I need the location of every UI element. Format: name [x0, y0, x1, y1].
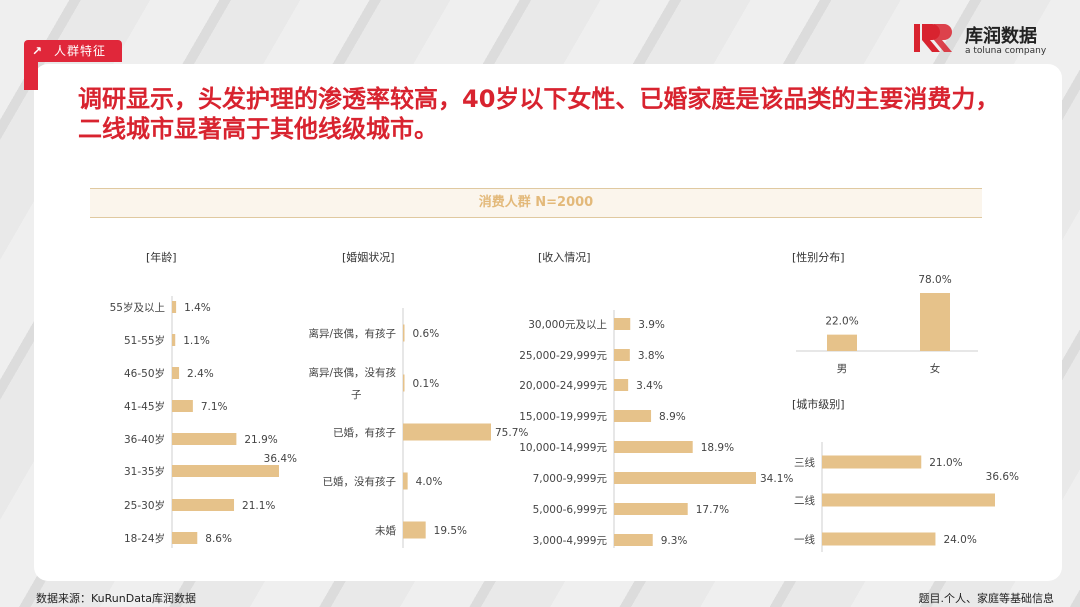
city-bar [822, 532, 936, 546]
age-value-label: 21.1% [242, 500, 275, 512]
marital-value-label: 0.6% [413, 328, 440, 340]
age-value-label: 36.4% [264, 453, 297, 465]
income-value-label: 3.4% [636, 380, 663, 392]
income-value-label: 3.9% [638, 319, 665, 331]
marital-category-label: 未婚 [375, 524, 396, 537]
gender-category-label: 男 [837, 363, 848, 375]
income-value-label: 8.9% [659, 411, 686, 423]
marital-bar [403, 324, 405, 342]
section-tag-label: 人群特征 [54, 44, 107, 58]
age-category-label: 36-40岁 [124, 433, 165, 446]
age-category-label: 18-24岁 [124, 532, 165, 545]
marital-bar [403, 472, 408, 490]
income-bar [614, 534, 653, 546]
income-category-label: 7,000-9,999元 [533, 473, 608, 485]
age-category-label: 25-30岁 [124, 499, 165, 512]
income-chart-title: [收入情况] [538, 251, 591, 264]
data-source: 数据来源：KuRunData库润数据 [36, 592, 196, 605]
income-bar [614, 410, 652, 422]
city-value-label: 36.6% [986, 471, 1019, 483]
arrow-up-right-icon: ↗ [32, 44, 43, 58]
city-category-label: 一线 [794, 533, 815, 546]
brand-subtitle: a toluna company [965, 46, 1047, 56]
income-category-label: 30,000元及以上 [528, 319, 607, 331]
age-bar [172, 433, 237, 445]
income-value-label: 18.9% [701, 442, 734, 454]
age-category-label: 55岁及以上 [110, 301, 165, 314]
section-tag: ↗ 人群特征 [24, 40, 122, 62]
age-bar [172, 334, 176, 346]
section-tag-tail [24, 62, 38, 90]
age-bar [172, 532, 198, 544]
footer-note: 题目.个人、家庭等基础信息 [918, 592, 1055, 605]
city-value-label: 21.0% [929, 457, 962, 469]
city-chart-title: [城市级别] [792, 398, 845, 411]
marital-chart-title: [婚姻状况] [342, 251, 395, 264]
age-value-label: 7.1% [201, 401, 228, 413]
marital-category-label: 离异/丧偶，没有孩 [308, 366, 396, 379]
income-bar [614, 318, 631, 330]
age-value-label: 1.4% [184, 302, 211, 314]
age-bar [172, 465, 279, 477]
gender-value-label: 78.0% [918, 274, 951, 286]
age-value-label: 1.1% [183, 335, 210, 347]
marital-category-label: 离异/丧偶，有孩子 [308, 327, 396, 340]
income-bar [614, 379, 629, 391]
marital-category-label: 子 [351, 389, 362, 401]
marital-bar [403, 423, 491, 441]
age-category-label: 41-45岁 [124, 400, 165, 413]
age-value-label: 21.9% [244, 434, 277, 446]
income-bar [614, 472, 756, 484]
income-category-label: 15,000-19,999元 [519, 411, 607, 423]
income-bar [614, 441, 693, 453]
income-category-label: 5,000-6,999元 [533, 504, 608, 516]
age-category-label: 51-55岁 [124, 334, 165, 347]
kr-logo-icon [914, 24, 952, 52]
sample-banner: 消费人群 N=2000 [90, 188, 982, 218]
brand-name: 库润数据 [965, 26, 1037, 47]
brand-logo: 库润数据 a toluna company [912, 20, 1062, 60]
gender-bar [920, 293, 950, 351]
income-bar [614, 503, 688, 515]
city-value-label: 24.0% [943, 534, 976, 546]
gender-value-label: 22.0% [825, 316, 858, 328]
gender-category-label: 女 [930, 362, 941, 375]
income-value-label: 34.1% [760, 473, 793, 485]
marital-bar [403, 521, 426, 539]
marital-value-label: 19.5% [434, 525, 467, 537]
income-category-label: 3,000-4,999元 [533, 535, 608, 547]
marital-category-label: 已婚，有孩子 [333, 426, 396, 439]
age-value-label: 8.6% [205, 533, 232, 545]
city-category-label: 二线 [794, 494, 815, 507]
age-category-label: 31-35岁 [124, 465, 165, 478]
age-value-label: 2.4% [187, 368, 214, 380]
age-bar [172, 367, 180, 379]
income-value-label: 17.7% [696, 504, 729, 516]
marital-value-label: 4.0% [416, 476, 443, 488]
marital-value-label: 75.7% [495, 427, 528, 439]
gender-bar [827, 334, 857, 351]
age-bar [172, 400, 193, 412]
age-bar [172, 301, 177, 313]
age-chart-title: [年龄] [146, 251, 177, 264]
income-category-label: 25,000-29,999元 [519, 350, 607, 362]
marital-bar [403, 374, 405, 392]
marital-value-label: 0.1% [413, 378, 440, 390]
gender-chart-title: [性别分布] [792, 251, 845, 264]
income-value-label: 9.3% [661, 535, 688, 547]
income-category-label: 20,000-24,999元 [519, 380, 607, 392]
income-bar [614, 349, 630, 361]
marital-category-label: 已婚，没有孩子 [323, 475, 397, 488]
income-value-label: 3.8% [638, 350, 665, 362]
headline: 调研显示，头发护理的渗透率较高，40岁以下女性、已婚家庭是该品类的主要消费力，二… [78, 85, 1000, 143]
city-bar [822, 493, 995, 507]
income-category-label: 10,000-14,999元 [519, 442, 607, 454]
age-category-label: 46-50岁 [124, 367, 165, 380]
city-category-label: 三线 [794, 456, 815, 469]
sample-banner-label: 消费人群 N=2000 [478, 195, 594, 210]
age-bar [172, 499, 235, 511]
city-bar [822, 455, 922, 469]
